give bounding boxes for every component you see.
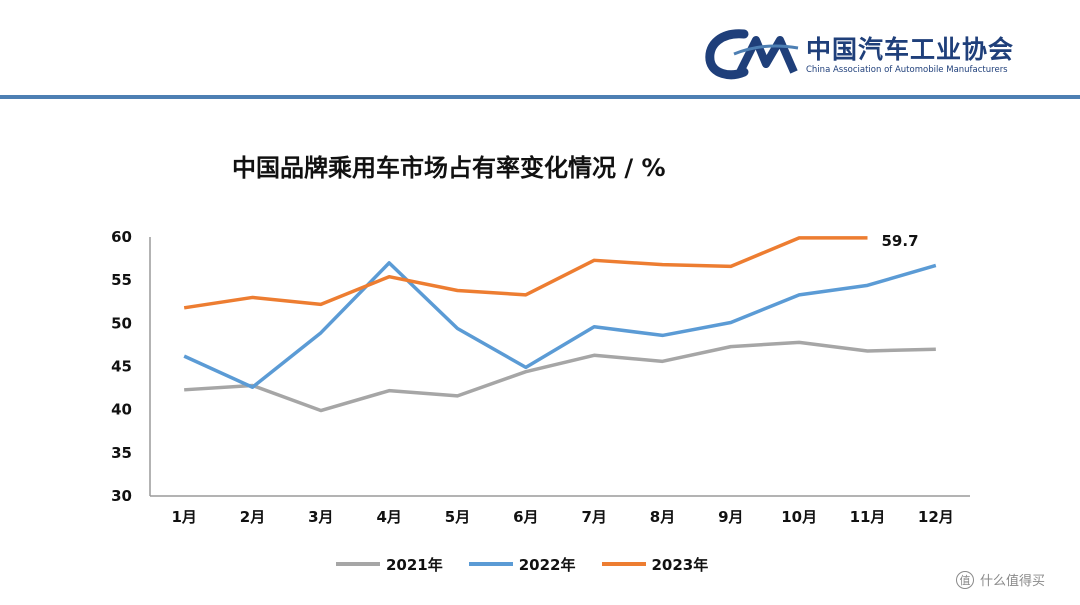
y-tick-label: 35 (111, 444, 132, 462)
logo-chinese-name: 中国汽车工业协会 (806, 35, 1015, 64)
x-tick-label: 1月 (171, 508, 196, 526)
y-tick-label: 60 (111, 228, 132, 246)
caam-logo-mark (705, 29, 799, 80)
footer-logo-icon: 值 (956, 570, 974, 589)
footer-text: 什么值得买 (980, 574, 1046, 589)
legend-swatch (601, 562, 646, 566)
series-line (183, 261, 937, 389)
series-lines (183, 236, 937, 413)
legend-item: 2023年 (601, 554, 709, 575)
y-tick-labels: 30 35 40 45 50 55 60 (111, 228, 132, 505)
header: 中国汽车工业协会 China Association of Automobile… (0, 0, 1080, 104)
annotation-label: 59.7 (882, 232, 919, 250)
header-rule (0, 95, 1080, 99)
legend: 2021年 2022年 2023年 (336, 552, 734, 576)
x-tick-label: 6月 (513, 508, 538, 526)
x-tick-label: 8月 (650, 508, 675, 526)
logo-english-name: China Association of Automobile Manufact… (806, 65, 1008, 75)
chart-title: 中国品牌乘用车市场占有率变化情况 / % (232, 154, 666, 182)
x-tick-label: 12月 (918, 508, 954, 526)
y-tick-label: 30 (111, 487, 132, 505)
legend-label: 2021年 (386, 555, 443, 574)
x-tick-label: 5月 (445, 508, 470, 526)
x-tick-label: 9月 (718, 508, 743, 526)
legend-item: 2022年 (468, 554, 576, 575)
y-tick-label: 45 (111, 358, 132, 376)
footer-watermark: 值 什么值得买 (956, 570, 1045, 589)
x-tick-label: 2月 (240, 508, 265, 526)
legend-item: 2021年 (336, 554, 443, 575)
series-line (184, 340, 936, 413)
legend-label: 2022年 (518, 555, 576, 574)
series-line (183, 236, 868, 310)
x-tick-label: 7月 (581, 508, 606, 526)
x-tick-label: 11月 (850, 508, 886, 526)
y-tick-label: 40 (111, 401, 132, 419)
legend-label: 2023年 (651, 555, 709, 574)
caam-logo: 中国汽车工业协会 China Association of Automobile… (704, 24, 1044, 84)
legend-swatch (468, 562, 513, 566)
x-tick-labels: 1月 2月 3月 4月 5月 6月 7月 8月 9月 10月 11月 12月 (171, 508, 953, 526)
x-tick-label: 4月 (376, 508, 401, 526)
y-tick-label: 50 (111, 314, 132, 332)
x-tick-label: 3月 (308, 508, 333, 526)
x-tick-label: 10月 (781, 508, 817, 526)
legend-swatch (336, 562, 380, 566)
y-tick-label: 55 (111, 271, 132, 289)
